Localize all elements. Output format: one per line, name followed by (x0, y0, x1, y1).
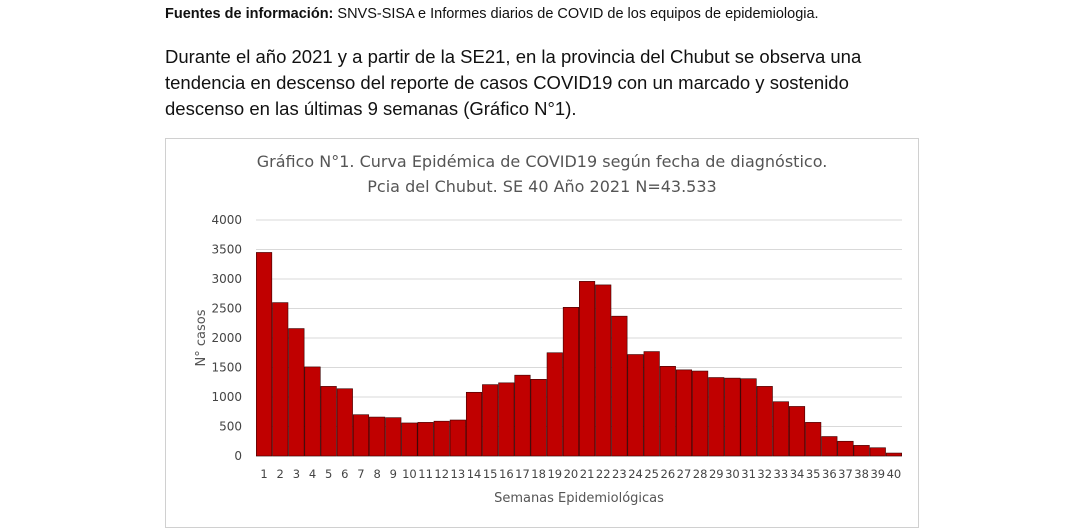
x-tick-label: 1 (260, 467, 267, 481)
bar (336, 388, 353, 457)
bar (708, 377, 725, 457)
bar (288, 328, 305, 457)
x-tick-label: 30 (725, 467, 740, 481)
x-tick-label: 14 (467, 467, 482, 481)
y-tick-label: 4000 (211, 213, 242, 227)
bar (320, 386, 337, 457)
bar (869, 447, 886, 457)
x-tick-label: 39 (870, 467, 885, 481)
y-tick-label: 3000 (211, 272, 242, 286)
bar (272, 302, 289, 457)
x-tick-label: 35 (806, 467, 821, 481)
x-tick-label: 12 (434, 467, 449, 481)
y-tick-label: 1500 (211, 361, 242, 375)
x-tick-label: 11 (418, 467, 433, 481)
bar (546, 352, 563, 457)
bar (369, 416, 386, 457)
x-tick-label: 31 (741, 467, 756, 481)
bar (627, 354, 644, 457)
bar (724, 377, 741, 457)
x-tick-label: 3 (293, 467, 300, 481)
x-tick-label: 17 (515, 467, 530, 481)
bar (449, 419, 466, 457)
sources-label: Fuentes de información: (165, 6, 334, 22)
x-tick-label: 29 (709, 467, 724, 481)
bar (659, 366, 676, 457)
x-tick-label: 10 (402, 467, 417, 481)
bar (514, 374, 531, 457)
bar (465, 391, 483, 457)
x-tick-label: 4 (309, 467, 316, 481)
bar (643, 351, 660, 457)
y-tick-label: 2500 (211, 302, 242, 316)
bar (885, 452, 902, 457)
bar (498, 382, 515, 457)
bar (352, 414, 370, 457)
x-axis-label: Semanas Epidemiológicas (494, 491, 664, 506)
x-tick-label: 9 (390, 467, 397, 481)
x-tick-label: 5 (325, 467, 332, 481)
x-tick-label: 27 (677, 467, 692, 481)
y-tick-label: 3500 (211, 243, 242, 257)
chart-title-line1: Gráfico N°1. Curva Epidémica de COVID19 … (256, 152, 828, 171)
sources-text: SNVS-SISA e Informes diarios de COVID de… (333, 6, 819, 22)
y-tick-label: 500 (219, 420, 242, 434)
bar (772, 401, 789, 457)
x-tick-label: 7 (357, 467, 364, 481)
bar (740, 378, 757, 457)
x-tick-label: 23 (612, 467, 627, 481)
x-tick-label: 38 (854, 467, 869, 481)
x-tick-label: 26 (661, 467, 676, 481)
x-tick-label: 18 (531, 467, 546, 481)
bar (482, 384, 499, 457)
y-tick-label: 0 (234, 449, 242, 463)
bar (401, 422, 418, 457)
x-tick-label: 16 (499, 467, 514, 481)
bar (595, 284, 612, 457)
body-paragraph: Durante el año 2021 y a partir de la SE2… (165, 46, 862, 119)
x-tick-label: 13 (451, 467, 466, 481)
bar (805, 422, 822, 457)
bar (530, 379, 547, 457)
bar (579, 281, 596, 457)
bar (562, 307, 579, 457)
bar (853, 445, 870, 457)
x-tick-label: 22 (596, 467, 611, 481)
bar (837, 440, 854, 457)
x-tick-label: 19 (547, 467, 562, 481)
x-tick-label: 6 (341, 467, 348, 481)
bar (788, 406, 806, 457)
x-tick-label: 34 (790, 467, 805, 481)
x-tick-label: 20 (564, 467, 579, 481)
bar (611, 315, 628, 457)
bar (675, 369, 693, 457)
chart-container: Gráfico N°1. Curva Epidémica de COVID19 … (165, 138, 919, 528)
x-tick-label: 32 (757, 467, 772, 481)
bar (417, 422, 434, 457)
x-tick-label: 24 (628, 467, 643, 481)
x-tick-label: 37 (838, 467, 853, 481)
x-tick-label: 33 (774, 467, 789, 481)
x-tick-label: 21 (580, 467, 595, 481)
y-tick-label: 1000 (211, 390, 242, 404)
x-tick-label: 8 (373, 467, 380, 481)
bar (433, 420, 450, 457)
x-tick-label: 28 (693, 467, 708, 481)
x-tick-label: 15 (483, 467, 498, 481)
bar (256, 252, 273, 457)
bar (821, 436, 838, 457)
bar (692, 370, 709, 457)
x-tick-label: 36 (822, 467, 837, 481)
chart-title-line2: Pcia del Chubut. SE 40 Año 2021 N=43.533 (367, 177, 717, 196)
y-tick-label: 2000 (211, 331, 242, 345)
x-tick-label: 25 (644, 467, 659, 481)
y-axis-label: N° casos (194, 309, 209, 366)
x-tick-label: 2 (277, 467, 284, 481)
x-tick-label: 40 (887, 467, 902, 481)
bar (304, 366, 321, 457)
bar (756, 386, 773, 457)
bar (385, 417, 402, 457)
sources-line: Fuentes de información: SNVS-SISA e Info… (165, 6, 819, 22)
